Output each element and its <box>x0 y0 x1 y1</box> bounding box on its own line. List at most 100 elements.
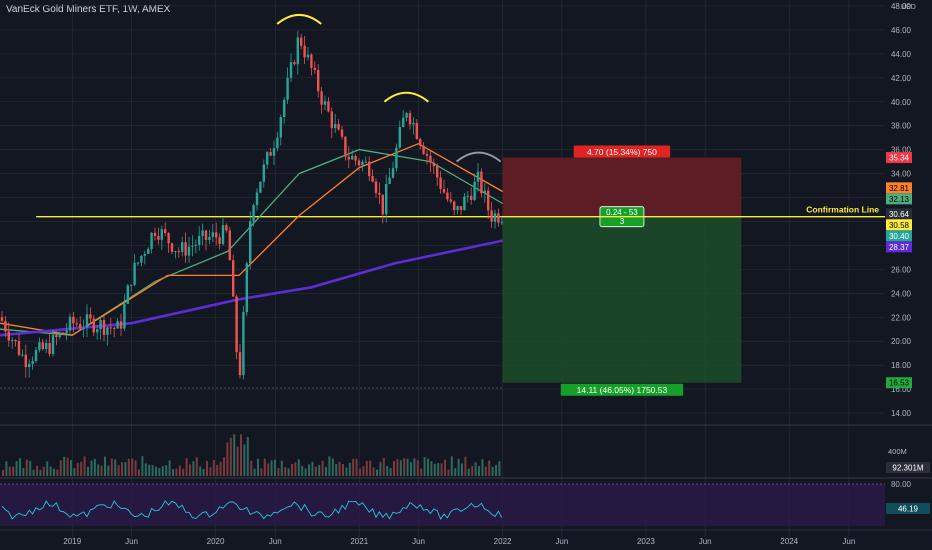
volume-bar <box>151 464 154 476</box>
candle-body <box>266 152 269 165</box>
volume-bar <box>19 458 21 476</box>
volume-bar <box>212 460 215 476</box>
candle-body <box>140 255 143 263</box>
volume-bar <box>277 468 280 476</box>
volume-bar <box>474 462 477 476</box>
x-tick-label: Jun <box>555 537 568 546</box>
x-tick-label: Jun <box>699 537 712 546</box>
volume-bar <box>495 464 497 476</box>
candle-body <box>259 181 262 193</box>
volume-bar <box>107 465 110 476</box>
volume-bar <box>141 456 144 476</box>
volume-bar <box>498 461 501 476</box>
candle-body <box>14 339 17 342</box>
candle-body <box>347 156 350 160</box>
volume-bar <box>274 459 276 476</box>
y-tick-label: 34.00 <box>891 170 912 179</box>
candle-body <box>177 251 180 253</box>
volume-bar <box>12 466 15 476</box>
price-label: 28.37 <box>889 243 910 252</box>
candle-body <box>320 91 323 105</box>
volume-bar <box>396 459 399 476</box>
rsi-line <box>1 500 503 520</box>
volume-bar <box>155 466 157 476</box>
candle-body <box>463 196 466 211</box>
candle-body <box>160 229 163 240</box>
candle-body <box>215 232 218 238</box>
candle-body <box>164 229 167 234</box>
volume-bar <box>413 458 416 476</box>
volume-bar <box>328 456 331 476</box>
candle-body <box>133 262 136 285</box>
candle-body <box>337 124 340 130</box>
candle-body <box>48 343 51 354</box>
candle-body <box>276 137 279 149</box>
candle-body <box>99 319 102 330</box>
candle-body <box>317 69 320 92</box>
volume-bar <box>399 460 402 476</box>
candle-body <box>221 225 225 245</box>
candle-body <box>334 124 337 129</box>
volume-bar <box>365 461 368 476</box>
ratio-label-1: 0.24 - 53 <box>606 208 638 217</box>
candle-body <box>439 177 442 190</box>
volume-bar <box>42 466 45 476</box>
volume-bar <box>376 469 378 476</box>
candle-body <box>340 129 344 137</box>
candle-body <box>201 230 204 237</box>
volume-bar <box>182 468 185 476</box>
candle-body <box>429 155 432 163</box>
candle-body <box>466 195 469 197</box>
rsi-band <box>0 484 885 526</box>
volume-bar <box>250 460 253 476</box>
candle-body <box>58 332 61 338</box>
candle-body <box>425 153 429 156</box>
candle-body <box>262 164 265 182</box>
candle-body <box>75 323 78 325</box>
volume-bar <box>240 434 242 476</box>
volume-bar <box>63 456 66 476</box>
volume-bar <box>233 434 236 476</box>
candle-body <box>232 260 235 297</box>
x-tick-label: 2021 <box>350 537 368 546</box>
candle-body <box>419 139 422 146</box>
candle-body <box>194 244 197 246</box>
volume-bar <box>185 458 188 476</box>
y-tick-label: 24.00 <box>891 289 912 298</box>
candle-body <box>453 201 456 211</box>
left-shoulder-arc <box>276 13 322 25</box>
volume-bar <box>15 461 18 476</box>
currency-label: USD <box>901 4 916 11</box>
candle-body <box>357 160 361 166</box>
candle-body <box>242 312 245 376</box>
volume-bar <box>104 456 106 476</box>
right-shoulder-arc <box>455 151 502 163</box>
candle-body <box>405 113 408 118</box>
volume-bar <box>311 461 314 476</box>
candle-body <box>150 232 153 249</box>
volume-bar <box>59 460 62 476</box>
volume-bar <box>161 466 164 476</box>
volume-bar <box>168 460 171 476</box>
volume-bar <box>226 442 229 476</box>
candle-body <box>147 248 150 254</box>
volume-bar <box>410 462 412 476</box>
candle-body <box>293 62 296 65</box>
volume-bar <box>8 466 11 476</box>
volume-bar <box>80 461 83 476</box>
candle-body <box>235 296 238 353</box>
candle-body <box>208 236 211 240</box>
candle-body <box>24 354 27 368</box>
candle-body <box>422 145 425 154</box>
x-tick-label: Jun <box>412 537 425 546</box>
candle-body <box>272 148 276 156</box>
volume-bar <box>229 437 232 476</box>
candle-body <box>500 222 503 224</box>
volume-bar <box>117 465 120 476</box>
candle-body <box>351 155 354 160</box>
volume-bar <box>195 457 198 476</box>
volume-bar <box>131 458 134 476</box>
volume-bar <box>416 460 419 476</box>
volume-bar <box>22 468 25 476</box>
